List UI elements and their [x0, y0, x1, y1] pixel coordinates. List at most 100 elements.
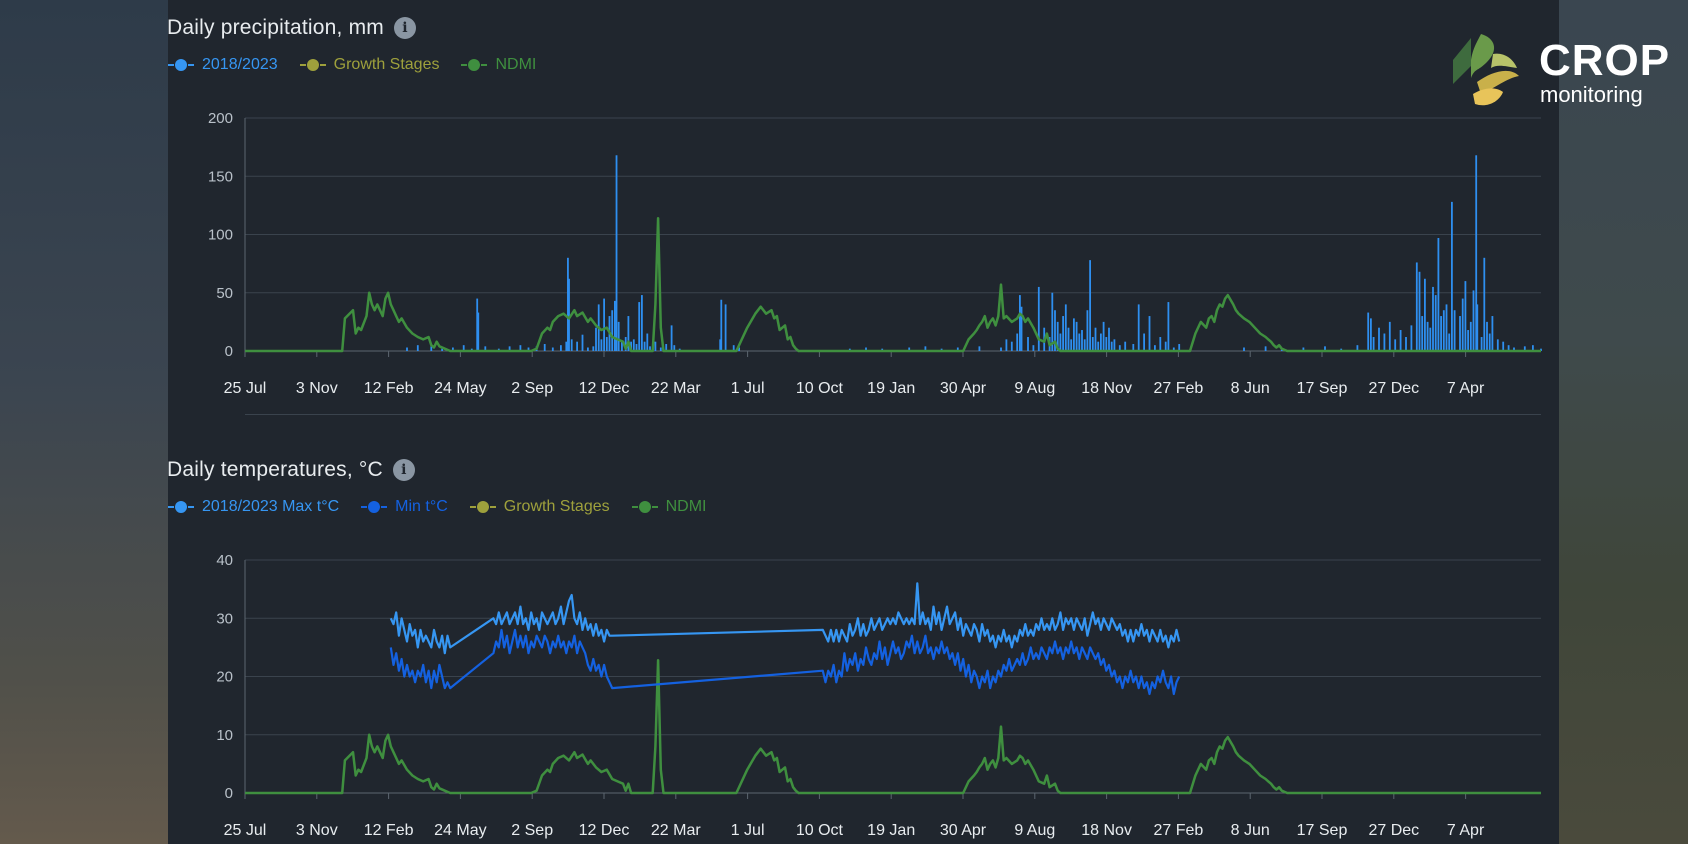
- x-tick-label: 18 Nov: [1081, 380, 1132, 397]
- precip-bar: [430, 346, 433, 351]
- precip-bar: [1078, 333, 1081, 351]
- precip-bar: [1399, 330, 1402, 351]
- legend-item[interactable]: NDMI: [631, 498, 707, 516]
- x-tick-label: 27 Feb: [1154, 380, 1204, 397]
- precip-bar: [1019, 295, 1021, 351]
- precip-bar: [1475, 155, 1478, 351]
- precip-bar: [1432, 286, 1434, 351]
- precip-bar: [956, 347, 959, 351]
- precip-bar: [1491, 316, 1494, 351]
- precip-bar: [1486, 321, 1488, 351]
- precip-bar: [1469, 321, 1472, 351]
- precip-bar: [1178, 344, 1181, 351]
- chart-panel: [168, 0, 1559, 844]
- precip-bar: [519, 345, 522, 351]
- precip-bar: [1010, 341, 1013, 351]
- y-tick-label: 150: [208, 168, 233, 185]
- precip-bar: [1094, 327, 1097, 351]
- y-tick-label: 30: [216, 610, 233, 627]
- precip-bar: [603, 298, 605, 351]
- precip-bar: [1502, 341, 1505, 351]
- precip-bar: [1480, 337, 1483, 351]
- precip-bar: [1434, 295, 1437, 351]
- y-tick-label: 0: [225, 785, 233, 802]
- precip-bar: [1461, 298, 1464, 351]
- precip-bar: [611, 310, 614, 351]
- precip-bar: [1067, 327, 1070, 351]
- precip-chart: 0 50 100 150 200 25 Jul 3 Nov 12 Feb 24 May 2 Sep…: [208, 110, 1542, 397]
- precip-bar: [1108, 327, 1110, 351]
- precip-bar: [1394, 339, 1397, 351]
- precip-bar: [1459, 316, 1461, 351]
- precip-bar: [1324, 346, 1326, 351]
- precip-bar: [1105, 337, 1108, 351]
- x-tick-label: 7 Apr: [1447, 822, 1485, 839]
- legend-item[interactable]: Min t°C: [361, 498, 448, 516]
- precip-bar: [565, 341, 568, 351]
- precip-bar: [1383, 333, 1386, 351]
- legend-marker-icon: [168, 500, 194, 514]
- precip-bar: [1110, 341, 1113, 351]
- x-tick-label: 9 Aug: [1014, 822, 1055, 839]
- legend-item[interactable]: NDMI: [461, 56, 536, 74]
- precip-bar: [635, 344, 638, 351]
- precip-bar: [1091, 337, 1094, 351]
- precip-bar: [1124, 341, 1127, 351]
- precip-bar: [1000, 347, 1002, 351]
- temp-title: Daily temperatures, °C i: [167, 458, 415, 482]
- x-tick-label: 12 Dec: [579, 380, 630, 397]
- x-tick-label: 22 Mar: [651, 380, 701, 397]
- precip-bar: [1075, 321, 1078, 351]
- precip-bar: [632, 339, 635, 351]
- precip-bar: [1467, 330, 1469, 351]
- x-tick-label: 12 Dec: [579, 822, 630, 839]
- precip-legend: 2018/2023 Growth Stages NDMI: [168, 56, 536, 74]
- legend-label: NDMI: [495, 56, 537, 73]
- y-tick-label: 10: [216, 727, 233, 744]
- legend-label: 2018/2023: [202, 56, 278, 73]
- x-tick-label: 10 Oct: [796, 822, 844, 839]
- background-left: [0, 0, 168, 844]
- precip-bar: [654, 341, 657, 351]
- precip-bar: [576, 341, 578, 351]
- precip-bar: [908, 347, 911, 351]
- precip-bar: [1073, 318, 1075, 351]
- precip-bar: [1118, 345, 1121, 351]
- precip-bar: [1102, 321, 1105, 351]
- precip-bar: [1159, 337, 1162, 351]
- precip-bar: [1476, 304, 1479, 351]
- precip-bar: [1415, 262, 1418, 351]
- precip-bar: [1388, 321, 1391, 351]
- x-tick-label: 22 Mar: [651, 822, 701, 839]
- x-tick-label: 12 Feb: [364, 822, 414, 839]
- legend-item[interactable]: 2018/2023 Max t°C: [168, 498, 339, 516]
- precip-bar: [621, 341, 623, 351]
- precip-bar: [1370, 318, 1372, 351]
- x-tick-label: 19 Jan: [867, 380, 915, 397]
- precip-bar: [1081, 330, 1083, 351]
- precip-bar: [630, 341, 632, 351]
- info-icon[interactable]: i: [392, 459, 415, 481]
- precip-bar: [732, 345, 735, 351]
- precip-bar: [1488, 333, 1491, 351]
- precip-bar: [1496, 339, 1499, 351]
- info-icon[interactable]: i: [394, 17, 416, 39]
- precip-bar: [595, 327, 597, 351]
- x-tick-label: 24 May: [434, 822, 486, 839]
- precip-title: Daily precipitation, mm i: [167, 16, 416, 40]
- legend-item[interactable]: Growth Stages: [469, 498, 610, 516]
- precip-bar: [665, 344, 668, 351]
- precip-bar: [462, 345, 465, 351]
- x-tick-label: 25 Jul: [224, 380, 267, 397]
- legend-marker-icon: [631, 500, 658, 514]
- legend-item[interactable]: Growth Stages: [299, 56, 439, 74]
- legend-item[interactable]: 2018/2023: [168, 56, 278, 74]
- precip-bar: [1421, 316, 1424, 351]
- ndmi-line: [245, 658, 1541, 795]
- x-tick-label: 27 Dec: [1368, 822, 1419, 839]
- precip-bar: [1137, 304, 1140, 351]
- precip-bar: [627, 316, 630, 351]
- precip-bar: [508, 346, 511, 351]
- precip-bar: [1243, 347, 1245, 351]
- precip-bar: [567, 257, 569, 351]
